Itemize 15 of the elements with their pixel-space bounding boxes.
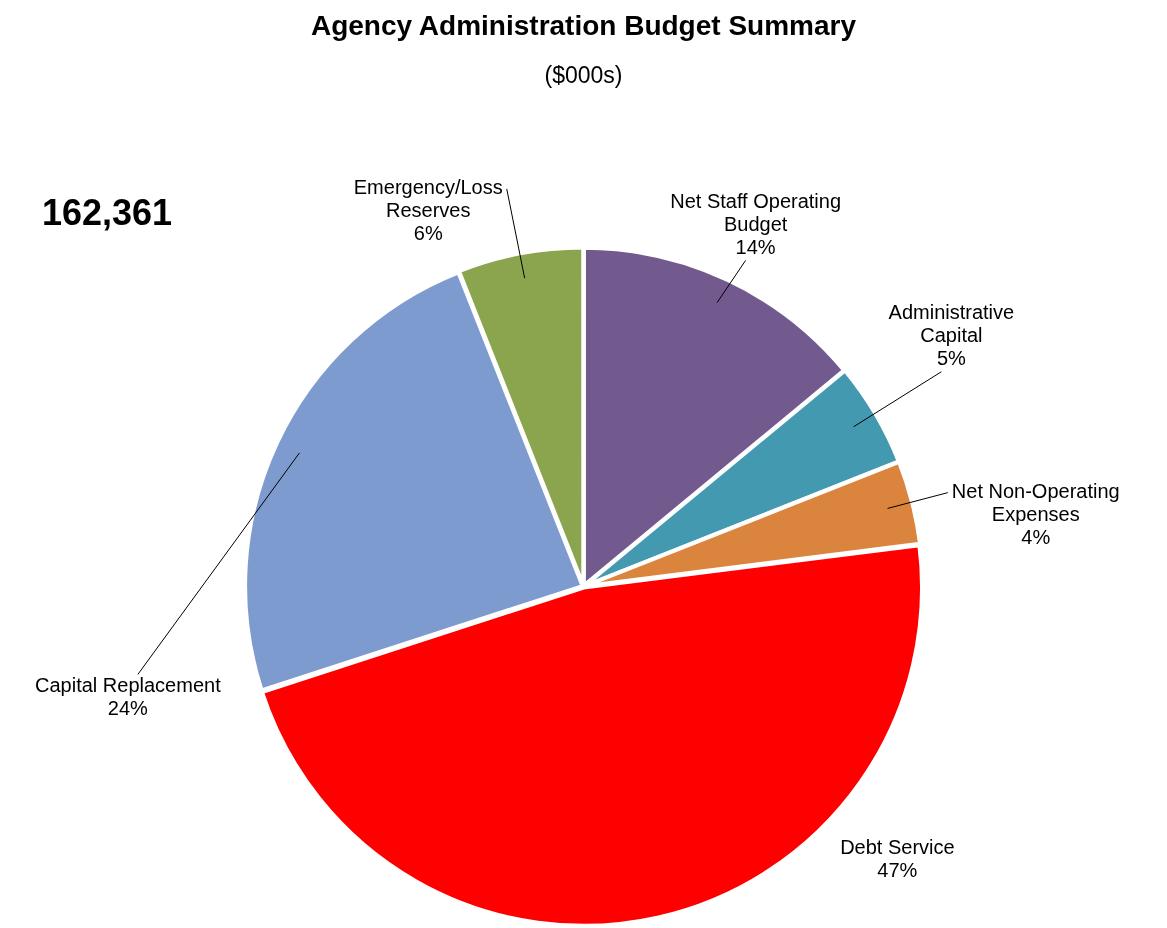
chart-subtitle: ($000s)	[543, 62, 624, 89]
data-label: 14%	[735, 235, 776, 258]
text: 162,361	[42, 192, 173, 234]
chart-title: Agency Administration Budget Summary	[309, 10, 857, 42]
data-label: 6%	[413, 222, 443, 245]
slice-label: Capital Replacement	[35, 673, 222, 696]
slice-label: Debt Service	[840, 835, 955, 858]
slice-label: Net Non-Operating Expenses	[951, 480, 1120, 526]
data-label: 24%	[107, 696, 149, 719]
slice-label: Emergency/Loss Reserves	[353, 176, 503, 222]
data-label: 47%	[877, 858, 918, 881]
slice-label: Administrative Capital	[888, 301, 1015, 347]
slice-label: Net Staff Operating Budget	[670, 189, 842, 235]
data-label: 5%	[936, 347, 967, 370]
data-label: 4%	[1021, 526, 1051, 549]
